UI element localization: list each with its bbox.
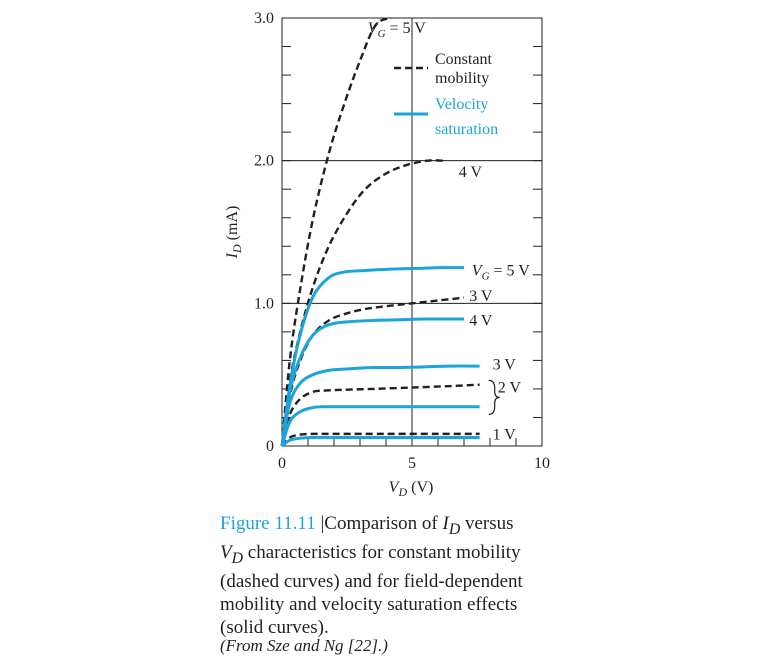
curve-label-6: 2 V — [498, 380, 522, 397]
caption-sym-i: I — [442, 513, 449, 534]
curve-label-5: 3 V — [493, 357, 517, 374]
caption-line1a: Comparison of — [324, 513, 443, 534]
solid-curve-9 — [281, 435, 480, 448]
dashed-curve-4 — [281, 432, 480, 447]
curve-label-0: VG = 5 V — [368, 20, 426, 40]
x-axis-label: VD (V) — [389, 479, 434, 499]
x-tick-label: 5 — [408, 455, 416, 472]
brace-2v — [488, 379, 500, 415]
x-tick-label: 0 — [278, 455, 286, 472]
solid-curve-8 — [280, 405, 480, 447]
curve-label-7: 1 V — [493, 427, 517, 444]
caption-line2: characteristics for constant mobility — [243, 541, 521, 563]
legend-constant-mobility-line2: mobility — [435, 70, 489, 87]
legend-velocity-saturation-line1: Velocity — [435, 96, 488, 113]
caption-line1b: versus — [460, 513, 514, 534]
dashed-curve-3 — [280, 383, 480, 447]
figure-number: Figure 11.11 — [220, 513, 316, 534]
axis-ticks — [282, 46, 542, 446]
y-tick-label: 3.0 — [254, 10, 274, 27]
figure-source: (From Sze and Ng [22].) — [220, 636, 388, 655]
solid-curve-7 — [280, 364, 480, 447]
curve-annotations: VG = 5 V 4 V VG = 5 V 3 V 4 V 3 V 2 V 1 V — [368, 20, 530, 444]
y-tick-label: 1.0 — [254, 295, 274, 312]
curve-label-1: 4 V — [459, 164, 483, 181]
y-tick-label: 0 — [266, 438, 274, 455]
caption-separator: | — [320, 513, 325, 534]
caption-line5: (solid curves). — [220, 616, 329, 638]
caption-sub-d1: D — [448, 520, 461, 538]
caption-sym-v: V — [220, 541, 232, 563]
curve-label-4: 4 V — [469, 312, 493, 329]
tick-labels: 0 1.0 2.0 3.0 0 5 10 — [254, 10, 550, 472]
legend-constant-mobility-line1: Constant — [435, 51, 492, 68]
y-tick-label: 2.0 — [254, 153, 274, 170]
solid-curve-5 — [280, 266, 465, 447]
dashed-curve-1 — [280, 159, 444, 447]
x-tick-label: 10 — [534, 455, 550, 472]
figure-caption: Figure 11.11 |Comparison of ID versus VD… — [220, 512, 560, 639]
curve-label-3: 3 V — [469, 288, 493, 305]
caption-sub-d2: D — [231, 549, 244, 567]
curve-label-2: VG = 5 V — [472, 263, 530, 283]
legend-velocity-saturation-line2: saturation — [435, 121, 498, 138]
solid-curve-6 — [280, 317, 464, 447]
dashed-curve-0 — [280, 16, 392, 447]
caption-line3: (dashed curves) and for field-dependent — [220, 570, 523, 592]
curves — [280, 16, 480, 448]
id-vd-chart: 0 1.0 2.0 3.0 0 5 10 VG = 5 V 4 V VG = 5 V 3 V 4 V… — [224, 10, 550, 499]
y-axis-label: ID (mA) — [224, 206, 244, 260]
legend: Constant mobility Velocity saturation — [394, 51, 498, 138]
caption-line4: mobility and velocity saturation effects — [220, 593, 518, 615]
